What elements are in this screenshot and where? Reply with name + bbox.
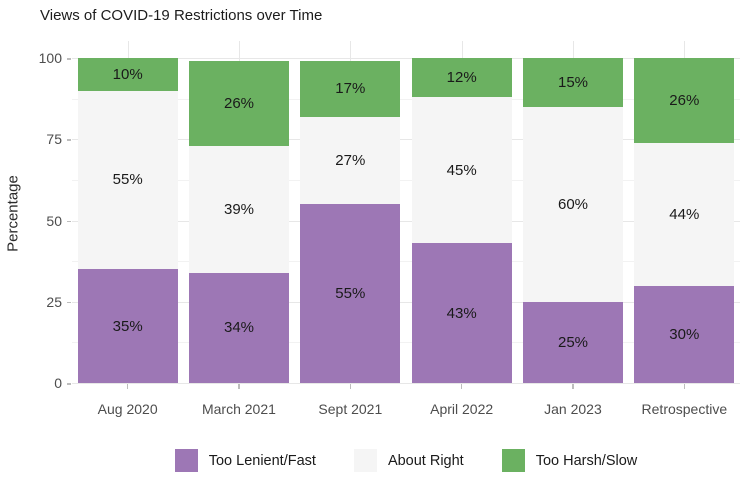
legend-label: Too Harsh/Slow — [535, 452, 638, 469]
minor-gridline — [72, 261, 740, 263]
y-tick-label: 100 — [38, 50, 62, 66]
bar-segment-too-harsh-slow: 26% — [189, 61, 289, 146]
x-tick-label: Retrospective — [641, 401, 728, 417]
bar-value-label: 55% — [335, 285, 366, 303]
y-tick-label: 0 — [54, 375, 62, 391]
bar-sept-2021: 55% 27% 17% — [300, 61, 401, 384]
legend: Too Lenient/Fast About Right Too Harsh/Slo… — [72, 449, 740, 472]
legend-swatch-too-lenient-fast — [174, 449, 198, 472]
bar-segment-too-lenient-fast: 25% — [523, 301, 623, 383]
legend-label: About Right — [387, 452, 464, 469]
y-tick-mark — [67, 301, 71, 304]
bar-segment-about-right: 44% — [634, 142, 735, 286]
x-tick-mark — [683, 384, 686, 389]
bar-segment-about-right: 27% — [300, 116, 401, 205]
x-tick-mark — [349, 384, 352, 389]
bar-segment-too-harsh-slow: 15% — [523, 57, 623, 107]
x-tick-mark — [572, 384, 574, 389]
minor-gridline — [72, 179, 740, 181]
legend-item-about-right: About Right — [353, 449, 464, 472]
y-tick-label: 50 — [46, 212, 62, 229]
major-gridline — [72, 220, 740, 222]
bar-segment-about-right: 60% — [523, 106, 623, 302]
bar-segment-too-lenient-fast: 55% — [300, 204, 401, 384]
y-tick-label: 25 — [46, 293, 62, 310]
x-tick-label: Sept 2021 — [318, 401, 383, 417]
minor-gridline — [72, 342, 740, 344]
legend-swatch-about-right — [353, 449, 377, 472]
legend-item-too-harsh-slow: Too Harsh/Slow — [501, 449, 638, 472]
major-gridline — [72, 383, 740, 384]
bar-value-label: 27% — [335, 151, 366, 169]
bar-april-2022: 43% 45% 12% — [411, 58, 512, 383]
y-tick-mark — [67, 58, 71, 60]
bar-segment-too-lenient-fast: 43% — [411, 243, 512, 383]
x-tick-mark — [126, 384, 129, 389]
bar-segment-about-right: 45% — [411, 96, 512, 244]
bar-segment-about-right: 39% — [189, 145, 289, 273]
bar-segment-too-harsh-slow: 10% — [77, 58, 178, 91]
bar-value-label: 35% — [112, 317, 143, 335]
bar-value-label: 55% — [112, 171, 143, 189]
bar-value-label: 15% — [557, 73, 589, 91]
bar-value-label: 45% — [446, 161, 477, 179]
x-tick-mark — [238, 384, 240, 389]
bar-segment-too-lenient-fast: 30% — [634, 285, 735, 383]
x-tick-mark — [460, 384, 463, 389]
bar-jan-2023: 25% 60% 15% — [523, 57, 623, 383]
bar-value-label: 60% — [557, 195, 589, 213]
bar-value-label: 12% — [446, 69, 477, 86]
bar-aug-2020: 35% 55% 10% — [77, 58, 178, 383]
bar-value-label: 17% — [335, 80, 366, 98]
bar-segment-too-harsh-slow: 12% — [411, 58, 512, 97]
bar-value-label: 34% — [223, 319, 255, 337]
bar-value-label: 43% — [446, 304, 477, 322]
major-gridline — [72, 139, 740, 141]
y-tick-label: 75 — [46, 131, 62, 148]
legend-item-too-lenient-fast: Too Lenient/Fast — [174, 449, 316, 472]
chart-title: Views of COVID-19 Restrictions over Time — [40, 7, 323, 24]
bar-value-label: 26% — [669, 91, 700, 109]
bar-retrospective: 30% 44% 26% — [634, 58, 735, 383]
bar-segment-about-right: 55% — [77, 90, 178, 270]
x-tick-label: Jan 2023 — [544, 401, 602, 417]
y-tick-mark — [67, 139, 71, 141]
bar-value-label: 44% — [669, 205, 700, 223]
bar-value-label: 26% — [223, 95, 255, 113]
bar-segment-too-harsh-slow: 26% — [634, 58, 735, 143]
bar-segment-too-lenient-fast: 35% — [77, 269, 178, 383]
x-tick-label: March 2021 — [201, 401, 276, 417]
major-gridline — [72, 58, 740, 59]
x-tick-label: April 2022 — [430, 401, 494, 417]
y-tick-mark — [67, 383, 71, 385]
bar-value-label: 10% — [112, 65, 143, 83]
bar-segment-too-harsh-slow: 17% — [300, 61, 401, 117]
bar-value-label: 39% — [223, 200, 255, 218]
bar-march-2021: 34% 39% 26% — [189, 61, 289, 384]
bar-segment-too-lenient-fast: 34% — [189, 272, 289, 384]
major-gridline — [72, 301, 740, 303]
legend-swatch-too-harsh-slow — [501, 449, 525, 472]
bar-value-label: 25% — [557, 333, 589, 351]
bar-value-label: 30% — [669, 325, 700, 343]
minor-gridline — [72, 98, 740, 100]
y-tick-mark — [67, 220, 71, 222]
x-tick-label: Aug 2020 — [97, 401, 158, 417]
legend-label: Too Lenient/Fast — [208, 452, 316, 469]
